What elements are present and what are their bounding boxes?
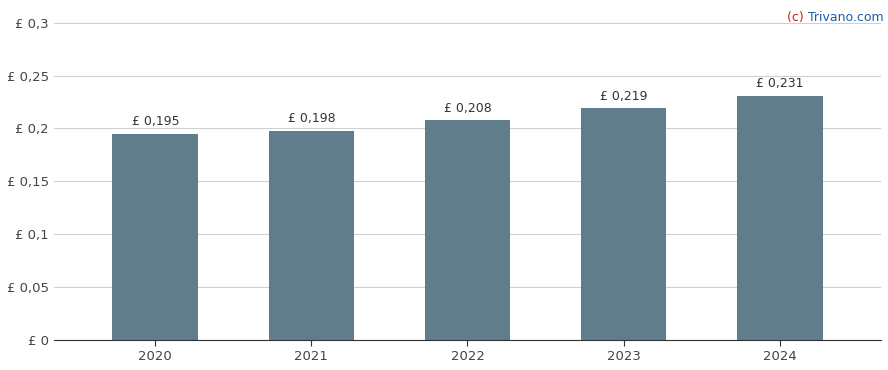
Text: Trivano.com: Trivano.com — [808, 11, 884, 24]
Bar — [581, 108, 667, 340]
Text: £ 0,208: £ 0,208 — [444, 102, 491, 115]
Text: (c): (c) — [787, 11, 808, 24]
Text: £ 0,231: £ 0,231 — [756, 77, 804, 90]
Bar — [424, 120, 511, 340]
Bar — [268, 131, 354, 340]
Text: £ 0,195: £ 0,195 — [131, 115, 179, 128]
Bar — [737, 96, 822, 340]
Bar — [113, 134, 198, 340]
Text: £ 0,219: £ 0,219 — [599, 90, 647, 103]
Text: £ 0,198: £ 0,198 — [288, 112, 336, 125]
